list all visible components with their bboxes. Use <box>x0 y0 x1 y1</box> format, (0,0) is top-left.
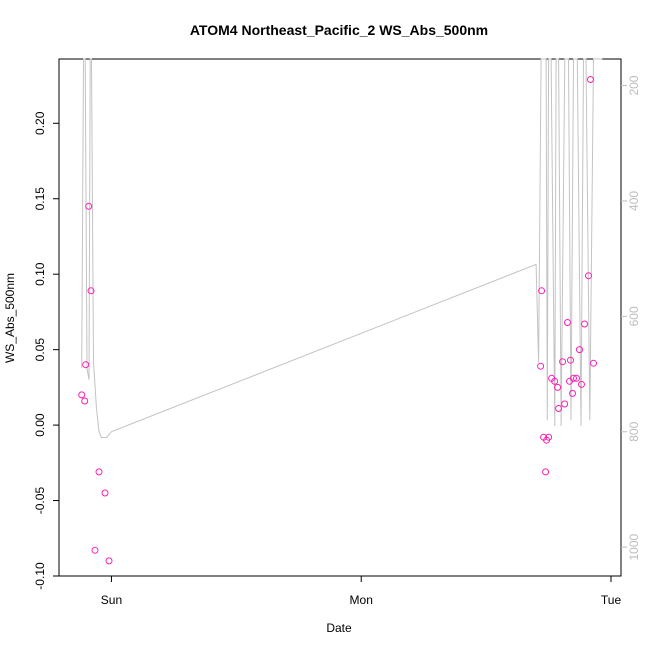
data-point <box>585 272 592 280</box>
plot-frame <box>58 58 622 577</box>
y-tick-label: 0.05 <box>33 338 47 362</box>
pressure-line-layer <box>81 58 603 438</box>
data-point <box>564 319 571 326</box>
data-point <box>570 374 577 382</box>
data-point <box>578 380 585 388</box>
y2-tick-label: 200 <box>627 75 641 95</box>
data-point <box>78 391 86 399</box>
data-point <box>554 383 562 391</box>
y-tick-label: 0.20 <box>33 111 47 135</box>
y2-tick-label: 800 <box>627 421 641 441</box>
data-point <box>545 433 553 441</box>
data-point <box>576 346 583 354</box>
data-point <box>105 557 113 565</box>
data-point <box>82 361 90 369</box>
data-point <box>542 468 550 476</box>
data-point <box>551 377 559 385</box>
data-point <box>85 202 93 210</box>
y2-tick-label: 400 <box>627 191 641 211</box>
data-point <box>573 374 580 382</box>
secondary-y-axis: 200 400 600 800 1000 <box>621 75 641 561</box>
y-tick-label: -0.05 <box>33 487 47 515</box>
data-point <box>95 468 103 476</box>
chart-title: ATOM4 Northeast_Pacific_2 WS_Abs_500nm <box>190 22 488 38</box>
data-point <box>581 320 588 328</box>
y-axis: -0.10 -0.05 0.00 0.05 0.10 0.15 0.20 <box>33 111 59 590</box>
points-layer <box>78 76 597 565</box>
data-point <box>567 356 574 364</box>
y-tick-label: 0.10 <box>33 262 47 286</box>
data-point <box>101 489 109 497</box>
x-tick-label: Tue <box>601 593 622 607</box>
data-point <box>538 287 546 295</box>
data-point <box>537 362 545 370</box>
data-point <box>561 400 569 408</box>
x-tick-label: Mon <box>350 593 373 607</box>
y-tick-label: -0.10 <box>33 562 47 590</box>
data-point <box>91 546 99 554</box>
x-axis: Sun Mon Tue <box>101 575 622 607</box>
data-point <box>590 359 597 367</box>
y2-tick-label: 600 <box>627 306 641 326</box>
y2-tick-label: 1000 <box>627 533 641 560</box>
y-tick-label: 0.00 <box>33 413 47 437</box>
data-point <box>81 397 89 405</box>
data-point <box>559 358 567 366</box>
y-axis-label: WS_Abs_500nm <box>3 273 17 363</box>
x-axis-label: Date <box>326 621 352 635</box>
data-point <box>555 405 563 412</box>
data-point <box>87 287 95 295</box>
pressure-line <box>81 58 603 438</box>
x-tick-label: Sun <box>101 593 122 607</box>
data-point <box>587 76 594 83</box>
data-point <box>569 389 576 397</box>
y-tick-label: 0.15 <box>33 187 47 211</box>
